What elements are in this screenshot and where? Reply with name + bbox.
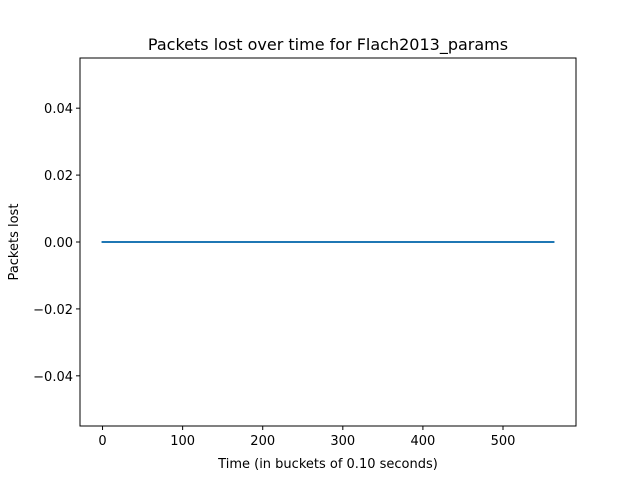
plot-area-frame: [79, 57, 577, 427]
y-axis-label: Packets lost: [7, 204, 22, 281]
x-tick-label: 500: [491, 434, 516, 449]
x-axis-label: Time (in buckets of 0.10 seconds): [217, 457, 438, 472]
x-tick-label: 400: [410, 434, 435, 449]
x-tick-label: 0: [98, 434, 106, 449]
y-tick-label: −0.04: [33, 370, 73, 385]
chart-title: Packets lost over time for Flach2013_par…: [148, 35, 508, 55]
y-tick-label: 0.00: [44, 236, 73, 251]
x-tick-label: 200: [250, 434, 275, 449]
x-tick-label: 100: [170, 434, 195, 449]
y-tick-label: −0.02: [33, 303, 73, 318]
x-axis-ticks: 0 100 200 300 400 500: [98, 426, 515, 449]
y-tick-label: 0.02: [44, 169, 73, 184]
y-tick-label: 0.04: [44, 102, 73, 117]
y-axis-ticks: −0.04 −0.02 0.00 0.02 0.04: [33, 102, 80, 385]
x-tick-label: 300: [330, 434, 355, 449]
